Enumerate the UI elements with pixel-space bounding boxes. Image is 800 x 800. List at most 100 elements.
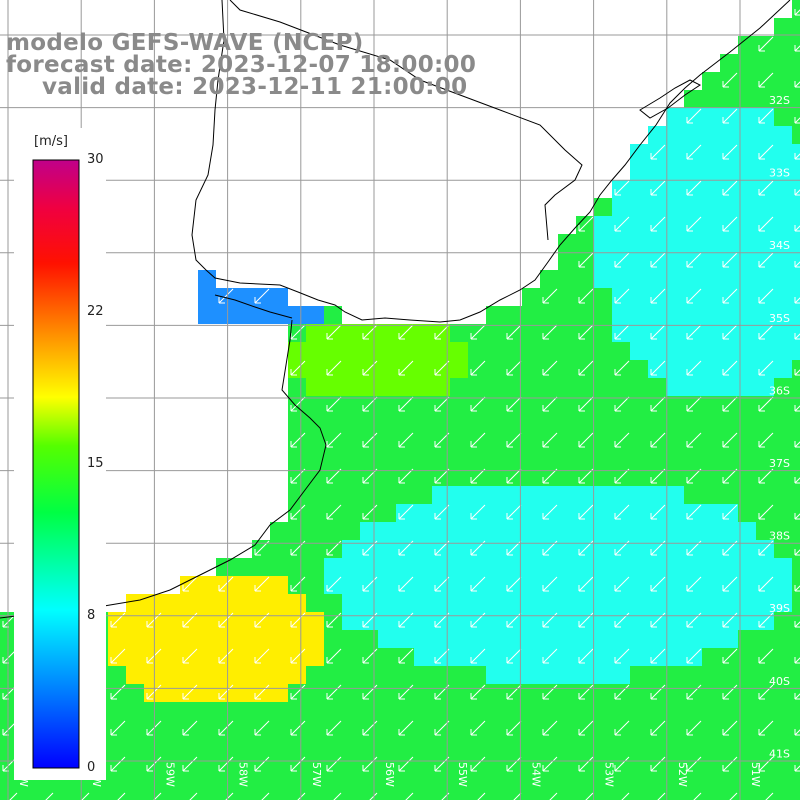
wind-arrow bbox=[794, 81, 800, 88]
wind-speed-cell bbox=[774, 306, 792, 324]
wind-speed-cell bbox=[792, 306, 800, 324]
wind-arrow bbox=[110, 720, 126, 736]
wind-speed-cell bbox=[630, 774, 648, 792]
wind-speed-cell bbox=[666, 126, 684, 144]
wind-speed-cell bbox=[738, 648, 756, 666]
wind-speed-cell bbox=[558, 486, 576, 504]
wind-speed-cell bbox=[468, 558, 486, 576]
wind-arrow bbox=[225, 792, 234, 800]
wind-speed-cell bbox=[702, 414, 720, 432]
wind-arrow bbox=[794, 297, 800, 304]
wind-speed-cell bbox=[612, 306, 630, 324]
wind-arrow bbox=[686, 756, 702, 772]
wind-speed-cell bbox=[198, 792, 216, 800]
wind-arrow bbox=[110, 684, 126, 700]
wind-speed-cell bbox=[0, 666, 18, 684]
wind-arrow bbox=[254, 576, 270, 592]
wind-speed-cell bbox=[720, 666, 738, 684]
wind-arrow bbox=[578, 288, 594, 304]
longitude-label: 59W bbox=[163, 762, 176, 787]
wind-arrow bbox=[542, 288, 558, 304]
wind-speed-cell bbox=[666, 378, 684, 396]
wind-speed-cell bbox=[558, 414, 576, 432]
wind-speed-cell bbox=[738, 666, 756, 684]
wind-speed-cell bbox=[738, 360, 756, 378]
wind-speed-cell bbox=[378, 702, 396, 720]
wind-speed-cell bbox=[630, 198, 648, 216]
wind-speed-cell bbox=[234, 774, 252, 792]
wind-arrow bbox=[290, 504, 306, 520]
wind-speed-cell bbox=[612, 198, 630, 216]
wind-speed-cell bbox=[774, 360, 792, 378]
wind-speed-cell bbox=[684, 378, 702, 396]
wind-arrow bbox=[758, 36, 774, 52]
wind-speed-cell bbox=[486, 612, 504, 630]
wind-speed-cell bbox=[90, 792, 108, 800]
wind-speed-cell bbox=[432, 558, 450, 576]
colorbar-tick-30: 30 bbox=[87, 152, 104, 167]
coastline-uruguay-inland bbox=[229, 0, 583, 241]
wind-arrow bbox=[362, 396, 378, 412]
wind-speed-cell bbox=[324, 414, 342, 432]
wind-speed-cell bbox=[648, 594, 666, 612]
wind-speed-cell bbox=[270, 594, 288, 612]
wind-speed-cell bbox=[486, 648, 504, 666]
wind-speed-cell bbox=[720, 54, 738, 72]
wind-arrow bbox=[722, 108, 738, 124]
wind-speed-cell bbox=[630, 342, 648, 360]
wind-speed-cell bbox=[504, 378, 522, 396]
wind-speed-cell bbox=[612, 414, 630, 432]
wind-arrow bbox=[794, 333, 800, 340]
wind-arrow bbox=[506, 468, 522, 484]
wind-speed-cell bbox=[738, 432, 756, 450]
wind-speed-cell bbox=[612, 270, 630, 288]
wind-speed-cell bbox=[414, 648, 432, 666]
wind-speed-cell bbox=[108, 702, 126, 720]
wind-speed-cell bbox=[522, 738, 540, 756]
wind-speed-cell bbox=[432, 378, 450, 396]
wind-arrow bbox=[794, 657, 800, 664]
wind-speed-cell bbox=[702, 684, 720, 702]
wind-speed-cell bbox=[594, 504, 612, 522]
wind-arrow bbox=[254, 756, 270, 772]
wind-speed-cell bbox=[522, 792, 540, 800]
wind-speed-cell bbox=[738, 522, 756, 540]
wind-arrow bbox=[722, 684, 738, 700]
wind-speed-cell bbox=[558, 702, 576, 720]
wind-speed-cell bbox=[774, 702, 792, 720]
wind-speed-cell bbox=[558, 756, 576, 774]
wind-speed-cell bbox=[540, 558, 558, 576]
wind-speed-cell bbox=[378, 738, 396, 756]
wind-arrow bbox=[218, 684, 234, 700]
wind-speed-cell bbox=[720, 738, 738, 756]
wind-speed-cell bbox=[738, 594, 756, 612]
wind-speed-cell bbox=[288, 486, 306, 504]
wind-arrow bbox=[758, 396, 774, 412]
wind-speed-cell bbox=[774, 234, 792, 252]
wind-arrow bbox=[578, 252, 594, 268]
wind-speed-cell bbox=[666, 108, 684, 126]
wind-speed-cell bbox=[432, 522, 450, 540]
wind-speed-cell bbox=[666, 270, 684, 288]
wind-speed-cell bbox=[594, 450, 612, 468]
wind-speed-cell bbox=[522, 360, 540, 378]
wind-arrow bbox=[326, 396, 342, 412]
wind-speed-cell bbox=[504, 666, 522, 684]
wind-speed-cell bbox=[792, 540, 800, 558]
wind-speed-cell bbox=[666, 288, 684, 306]
wind-speed-cell bbox=[702, 540, 720, 558]
wind-arrow bbox=[110, 648, 126, 664]
wind-speed-cell bbox=[792, 630, 800, 648]
wind-speed-cell bbox=[450, 432, 468, 450]
wind-speed-cell bbox=[180, 666, 198, 684]
wind-arrow bbox=[794, 153, 800, 160]
wind-speed-cell bbox=[738, 504, 756, 522]
wind-speed-cell bbox=[792, 108, 800, 126]
wind-speed-cell bbox=[450, 684, 468, 702]
wind-speed-cell bbox=[792, 432, 800, 450]
wind-speed-cell bbox=[396, 774, 414, 792]
wind-speed-cell bbox=[630, 522, 648, 540]
wind-arrow bbox=[333, 792, 342, 800]
wind-arrow bbox=[182, 720, 198, 736]
wind-speed-cell bbox=[738, 216, 756, 234]
